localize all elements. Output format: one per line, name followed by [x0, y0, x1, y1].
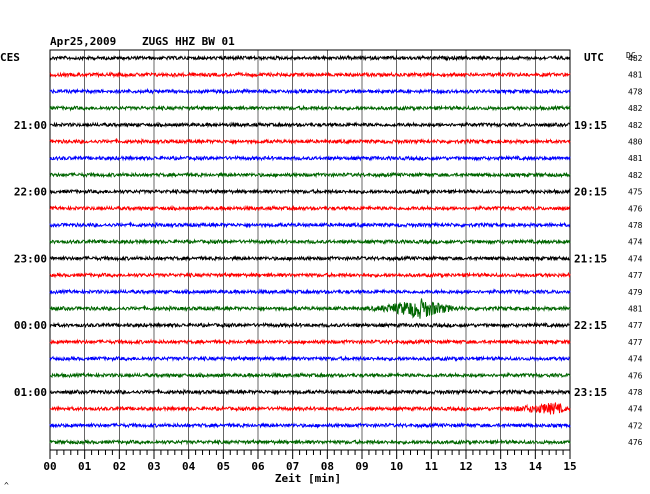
dc-value: 482 — [628, 171, 643, 180]
trace-line — [49, 238, 571, 246]
x-tick-label: 10 — [390, 460, 403, 473]
left-time-labels: 21:00 22:00 23:00 00:00 01:00 — [14, 119, 47, 399]
right-time-labels: 19:15 20:15 21:15 22:15 23:15 — [574, 119, 607, 399]
dc-value: 481 — [628, 71, 643, 80]
trace-line — [49, 87, 571, 95]
x-tick-label: 15 — [563, 460, 576, 473]
trace-line — [49, 298, 571, 319]
dc-value: 482 — [628, 54, 643, 63]
seismic-traces — [49, 54, 571, 446]
dc-value: 472 — [628, 421, 643, 430]
x-axis-label: Zeit [min] — [275, 472, 341, 485]
x-tick-label: 09 — [355, 460, 368, 473]
trace-line — [49, 321, 571, 329]
left-time-label: 22:00 — [14, 186, 47, 199]
left-time-label: 00:00 — [14, 319, 47, 332]
trace-line — [49, 402, 571, 415]
trace-line — [49, 354, 571, 363]
right-time-label: 23:15 — [574, 386, 607, 399]
dc-value: 474 — [628, 238, 643, 247]
x-tick-label: 02 — [113, 460, 126, 473]
trace-line — [50, 254, 571, 262]
x-tick-label: 12 — [459, 460, 472, 473]
right-time-label: 21:15 — [574, 252, 607, 265]
left-time-label: 23:00 — [14, 252, 47, 265]
trace-line — [49, 121, 571, 129]
x-tick-label: 14 — [529, 460, 543, 473]
header-station: ZUGS HHZ BW 01 — [142, 35, 235, 48]
x-tick-label: 05 — [217, 460, 230, 473]
trace-line — [49, 104, 571, 112]
plot-frame — [49, 49, 571, 451]
trace-line — [49, 288, 571, 296]
trace-line — [49, 221, 571, 229]
trace-line — [49, 187, 571, 196]
dc-value: 482 — [628, 104, 643, 113]
x-tick-label: 03 — [147, 460, 160, 473]
right-timezone: UTC — [584, 51, 604, 64]
dc-value: 478 — [628, 388, 643, 397]
dc-value: 474 — [628, 355, 643, 364]
dc-value: 476 — [628, 204, 643, 213]
left-timezone: CES — [0, 51, 20, 64]
dc-value: 474 — [628, 405, 643, 414]
x-tick-label: 13 — [494, 460, 507, 473]
left-time-label: 21:00 — [14, 119, 47, 132]
x-tick-label: 08 — [321, 460, 334, 473]
left-time-label: 01:00 — [14, 386, 47, 399]
dc-value: 481 — [628, 154, 643, 163]
right-time-label: 19:15 — [574, 119, 607, 132]
trace-line — [49, 137, 571, 145]
dc-header: DC — [626, 51, 636, 60]
header-date: Apr25,2009 — [50, 35, 116, 48]
trace-line — [49, 271, 571, 279]
x-tick-label: 04 — [182, 460, 196, 473]
x-tick-label: 11 — [425, 460, 439, 473]
x-tick-label: 07 — [286, 460, 299, 473]
dc-value: 476 — [628, 371, 643, 380]
dc-value: 482 — [628, 121, 643, 130]
trace-line — [49, 154, 571, 162]
right-time-label: 22:15 — [574, 319, 607, 332]
dc-value: 478 — [628, 221, 643, 230]
dc-value: 474 — [628, 254, 643, 263]
dc-value: 477 — [628, 271, 643, 280]
footer-mark: ^ — [4, 481, 9, 490]
x-tick-label: 00 — [43, 460, 56, 473]
dc-value: 477 — [628, 321, 643, 330]
dc-value: 475 — [628, 188, 643, 197]
trace-line — [49, 204, 571, 212]
trace-line — [49, 371, 571, 379]
trace-line — [49, 71, 571, 79]
dc-value: 480 — [628, 138, 643, 147]
trace-line — [49, 54, 571, 62]
x-tick-label: 06 — [251, 460, 265, 473]
dc-value-labels: 482 481 478 482 482 480 481 482 475 476 478 474 474 4… — [628, 54, 643, 447]
dc-value: 476 — [628, 438, 643, 447]
trace-line — [49, 338, 571, 346]
dc-value: 478 — [628, 87, 643, 96]
x-tick-label: 01 — [78, 460, 92, 473]
plot-grid — [49, 49, 571, 451]
trace-line — [49, 171, 571, 179]
trace-line — [49, 438, 571, 446]
dc-value: 479 — [628, 288, 643, 297]
time-axis: 00 01 02 03 04 05 06 07 08 09 10 11 12 13 14 15 — [43, 450, 577, 473]
trace-line — [49, 388, 571, 396]
dc-value: 481 — [628, 305, 643, 314]
dc-value: 477 — [628, 338, 643, 347]
right-time-label: 20:15 — [574, 186, 607, 199]
trace-line — [49, 421, 571, 429]
